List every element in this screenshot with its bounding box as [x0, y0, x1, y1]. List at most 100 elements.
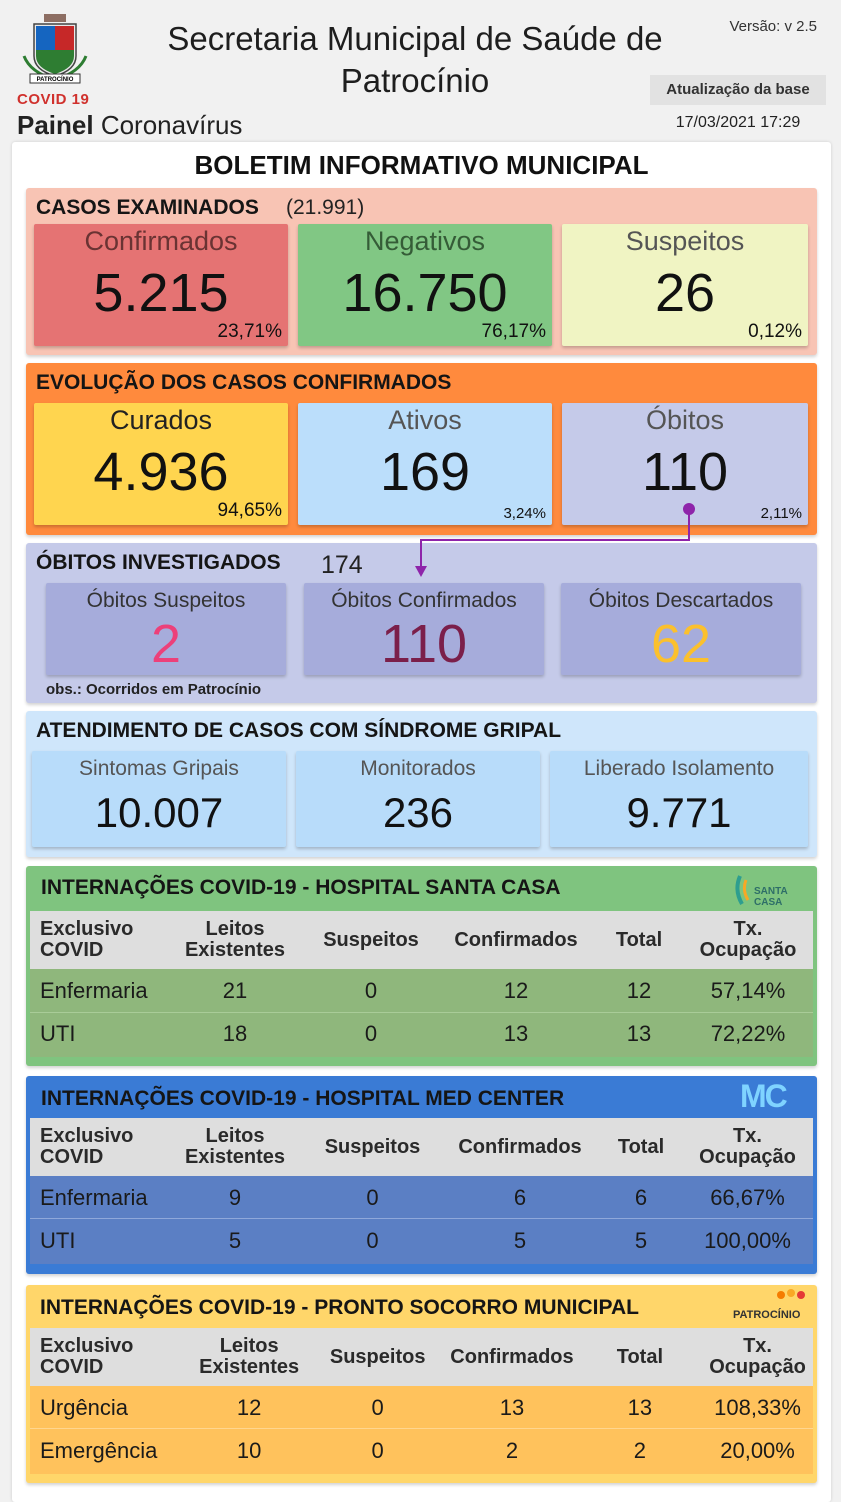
table-row: Enfermaria 9 0 6 6 66,67% [30, 1176, 813, 1219]
box-value: 9.771 [626, 789, 732, 836]
table-row: UTI 5 0 5 5 100,00% [30, 1219, 813, 1262]
box-value: 236 [382, 789, 454, 836]
santa-casa-table: Exclusivo COVID Leitos Existentes Suspeito… [30, 911, 813, 1055]
table-row: Urgência 12 0 13 13 108,33% [30, 1386, 813, 1429]
prefeitura-logo-text: PATROCÍNIO [733, 1309, 801, 1321]
santa-casa-body-bg [30, 969, 813, 1057]
col-exclusivo: Exclusivo COVID [40, 918, 134, 961]
box-sintomas-gripais: Sintomas Gripais 10.007 [32, 751, 286, 847]
prefeitura-logo: PATROCÍNIO [729, 1287, 809, 1325]
row-name: UTI [40, 1020, 76, 1046]
pronto-socorro-header-bg [30, 1328, 813, 1386]
cell-leitos: 9 [228, 1184, 242, 1210]
cell-confirmados: 2 [505, 1437, 519, 1463]
table-row: Enfermaria 21 0 12 12 57,14% [30, 969, 813, 1012]
cell-suspeitos: 0 [364, 1020, 378, 1046]
section-sindrome-gripal: ATENDIMENTO DE CASOS COM SÍNDROME GRIPAL… [26, 711, 817, 857]
section-title: ATENDIMENTO DE CASOS COM SÍNDROME GRIPAL [36, 719, 562, 742]
update-date: 17/03/2021 17:29 [675, 114, 801, 131]
box-label: Suspeitos [625, 226, 745, 256]
total-obitos-investigados: 174 [321, 551, 363, 579]
box-liberado-isolamento: Liberado Isolamento 9.771 [550, 751, 808, 847]
med-center-body-bg [30, 1176, 813, 1264]
col-taxa: Tx. Ocupação [709, 1335, 806, 1378]
cell-total: 13 [627, 1394, 653, 1420]
box-value: 26 [654, 263, 716, 323]
pronto-socorro-table: Exclusivo COVID Leitos Existentes Suspeito… [30, 1328, 813, 1472]
cell-taxa: 108,33% [714, 1394, 801, 1420]
cell-total: 5 [634, 1227, 648, 1253]
box-obitos-suspeitos: Óbitos Suspeitos 2 [46, 583, 286, 675]
header: PATROCÍNIO COVID 19 Painel Coronavírus S… [0, 0, 841, 145]
row-name: UTI [40, 1227, 76, 1253]
cell-suspeitos: 0 [366, 1184, 379, 1210]
row-name: Urgência [40, 1394, 129, 1420]
pronto-socorro-body-bg [30, 1386, 813, 1474]
connector-arrow [415, 503, 695, 577]
cell-taxa: 100,00% [704, 1227, 791, 1253]
cell-suspeitos: 0 [371, 1437, 384, 1463]
page-title: Secretaria Municipal de Saúde de Patrocí… [167, 20, 663, 99]
section-title: CASOS EXAMINADOS [36, 196, 259, 219]
box-label: Confirmados [84, 226, 238, 256]
col-taxa: Tx. Ocupação [699, 918, 797, 961]
covid-label: COVID 19 [17, 91, 90, 108]
box-monitorados: Monitorados 236 [296, 751, 540, 847]
col-confirmados: Confirmados [454, 928, 578, 951]
painel-title: Painel Coronavírus [17, 110, 242, 141]
box-confirmados: Confirmados 5.215 23,71% [34, 224, 288, 346]
box-label: Negativos [364, 226, 486, 256]
col-confirmados: Confirmados [450, 1345, 574, 1368]
section-evolucao: EVOLUÇÃO DOS CASOS CONFIRMADOS Curados 4… [26, 363, 817, 535]
cell-taxa: 57,14% [710, 977, 786, 1003]
box-value: 62 [650, 614, 712, 674]
col-total: Total [615, 928, 663, 951]
box-label: Monitorados [360, 757, 476, 780]
box-percent: 23,71% [217, 321, 282, 342]
section-title: INTERNAÇÕES COVID-19 - HOSPITAL SANTA CA… [41, 876, 561, 899]
col-total: Total [617, 1135, 665, 1158]
row-name: Enfermaria [40, 1184, 148, 1210]
cell-total: 12 [626, 977, 652, 1003]
cell-total: 13 [626, 1020, 652, 1046]
section-title: EVOLUÇÃO DOS CASOS CONFIRMADOS [36, 371, 452, 394]
col-suspeitos: Suspeitos [323, 928, 419, 951]
cell-leitos: 12 [236, 1394, 262, 1420]
box-negativos: Negativos 16.750 76,17% [298, 224, 552, 346]
med-center-table: Exclusivo COVID Leitos Existentes Suspeito… [30, 1118, 813, 1262]
med-center-header-bg [30, 1118, 813, 1176]
city-coat-of-arms-logo: PATROCÍNIO [20, 12, 90, 88]
row-divider [30, 1218, 813, 1219]
box-percent: 2,11% [760, 505, 802, 522]
obitos-note: obs.: Ocorridos em Patrocínio [46, 681, 262, 698]
box-value: 110 [380, 614, 468, 674]
box-curados: Curados 4.936 94,65% [34, 403, 288, 525]
cell-leitos: 10 [236, 1437, 262, 1463]
cell-taxa: 66,67% [710, 1184, 785, 1210]
update-label: Atualização da base [650, 75, 826, 105]
col-exclusivo: Exclusivo COVID [40, 1335, 134, 1378]
box-percent: 94,65% [217, 500, 282, 521]
box-ativos: Ativos 169 3,24% [298, 403, 552, 525]
box-label: Ativos [388, 405, 462, 435]
cell-taxa: 72,22% [710, 1020, 786, 1046]
box-label: Óbitos Suspeitos [86, 589, 246, 612]
cell-confirmados: 5 [513, 1227, 527, 1253]
box-value: 16.750 [342, 263, 508, 323]
row-divider [30, 1012, 813, 1013]
cell-total: 6 [634, 1184, 648, 1210]
box-percent: 3,24% [503, 505, 546, 522]
box-value: 2 [150, 614, 182, 674]
cell-taxa: 20,00% [720, 1437, 795, 1463]
section-title: INTERNAÇÕES COVID-19 - HOSPITAL MED CENT… [41, 1087, 565, 1110]
santa-casa-logo-text: SANTA CASA [754, 886, 788, 908]
col-suspeitos: Suspeitos [324, 1135, 421, 1158]
row-name: Emergência [40, 1437, 158, 1463]
col-total: Total [616, 1345, 664, 1368]
box-value: 110 [641, 442, 729, 502]
col-leitos: Leitos Existentes [199, 1335, 300, 1378]
box-obitos-descartados: Óbitos Descartados 62 [561, 583, 801, 675]
logo-lettering: PATROCÍNIO [37, 75, 74, 83]
version-label: Versão: v 2.5 [729, 18, 817, 35]
santa-casa-logo: SANTA CASA [732, 872, 810, 910]
